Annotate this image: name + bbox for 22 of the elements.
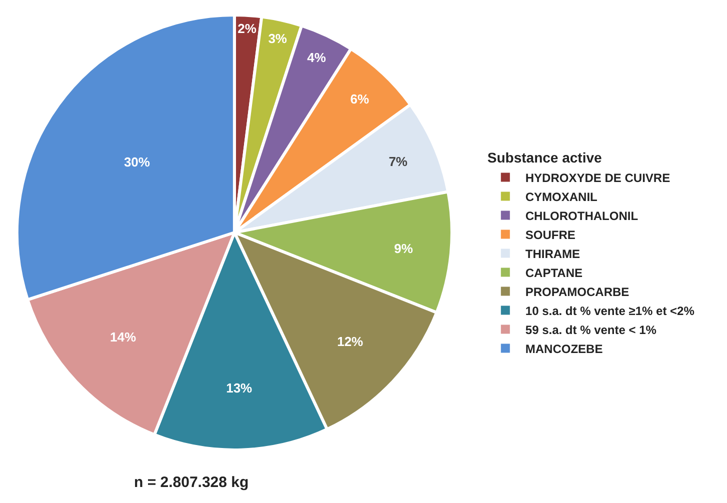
legend-label: 10 s.a. dt % vente ≥1% et <2% (525, 304, 695, 318)
data-label: 14% (110, 329, 136, 344)
legend-label: THIRAME (525, 246, 580, 261)
data-label: 3% (268, 30, 288, 46)
data-label: 2% (238, 20, 257, 36)
legend-label: CYMOXANIL (525, 190, 598, 204)
legend-label: 59 s.a. dt % vente < 1% (525, 322, 657, 337)
legend-label: HYDROXYDE DE CUIVRE (525, 170, 670, 185)
legend-label: PROPAMOCARBE (525, 284, 630, 299)
legend-title: Substance active (487, 150, 602, 166)
legend-label: CHLOROTHALONIL (525, 208, 638, 223)
data-label: 9% (394, 240, 414, 256)
data-label: 7% (388, 154, 408, 170)
legend-label: SOUFRE (525, 228, 576, 242)
data-label: 12% (337, 334, 364, 349)
text: n = 2.807.328 kg (134, 474, 249, 491)
data-label: 4% (307, 50, 326, 66)
data-label: 13% (226, 380, 253, 396)
legend-label: MANCOZEBE (525, 342, 603, 356)
data-label: 30% (124, 154, 150, 170)
data-label: 6% (350, 91, 370, 106)
legend-label: CAPTANE (525, 266, 583, 280)
